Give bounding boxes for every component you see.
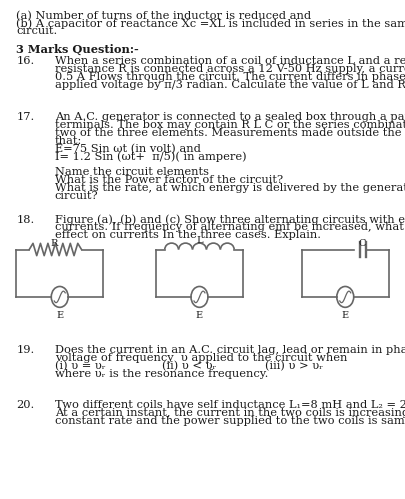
Text: voltage of frequency  υ applied to the circuit when: voltage of frequency υ applied to the ci… (55, 353, 347, 363)
Text: Two different coils have self inductance L₁=8 mH and L₂ = 2 mH.: Two different coils have self inductance… (55, 400, 405, 410)
Text: two of the three elements. Measurements made outside the box reveal: two of the three elements. Measurements … (55, 128, 405, 138)
Text: At a certain instant, the current in the two coils is increasing at the same: At a certain instant, the current in the… (55, 408, 405, 418)
Text: Name the circuit elements: Name the circuit elements (55, 168, 209, 178)
Text: 0.5 A Flows through the circuit. The current differs in phase from: 0.5 A Flows through the circuit. The cur… (55, 72, 405, 82)
Text: Does the current in an A.C. circuit lag, lead or remain in phase with the: Does the current in an A.C. circuit lag,… (55, 345, 405, 355)
Text: 20.: 20. (16, 400, 34, 410)
Text: L: L (196, 236, 203, 245)
Text: E: E (56, 311, 63, 320)
Text: 16.: 16. (16, 56, 34, 66)
Text: circuit.: circuit. (16, 26, 58, 36)
Text: E: E (196, 311, 203, 320)
Text: What is the rate, at which energy is delivered by the generator to the: What is the rate, at which energy is del… (55, 183, 405, 193)
Text: An A.C. generator is connected to a sealed box through a pair of: An A.C. generator is connected to a seal… (55, 112, 405, 122)
Text: constant rate and the power supplied to the two coils is same. Find the: constant rate and the power supplied to … (55, 416, 405, 426)
Text: 3 Marks Question:-: 3 Marks Question:- (16, 44, 139, 55)
Text: 19.: 19. (16, 345, 34, 355)
Text: What is the Power factor of the circuit?: What is the Power factor of the circuit? (55, 175, 283, 185)
Text: R: R (51, 239, 58, 248)
Text: When a series combination of a coil of inductance L and a resistor of: When a series combination of a coil of i… (55, 56, 405, 66)
Text: E=75 Sin ωt (in volt) and: E=75 Sin ωt (in volt) and (55, 144, 200, 154)
Text: I= 1.2 Sin (ωt+  π/5)( in ampere): I= 1.2 Sin (ωt+ π/5)( in ampere) (55, 152, 246, 162)
Text: 17.: 17. (16, 112, 34, 122)
Text: Figure (a), (b) and (c) Show three alternating circuits with equal: Figure (a), (b) and (c) Show three alter… (55, 215, 405, 225)
Text: C: C (359, 239, 367, 248)
Text: (b) A capacitor of reactance Xc =XL is included in series in the same: (b) A capacitor of reactance Xc =XL is i… (16, 18, 405, 29)
Text: (ii) υ < υᵣ: (ii) υ < υᵣ (162, 361, 217, 371)
Text: (a) Number of turns of the inductor is reduced and: (a) Number of turns of the inductor is r… (16, 11, 311, 21)
Text: currents. If frequency of alternating emf be increased, what will be the: currents. If frequency of alternating em… (55, 223, 405, 233)
Text: that:: that: (55, 136, 82, 146)
Text: circuit?: circuit? (55, 191, 98, 201)
Text: 18.: 18. (16, 215, 34, 225)
Text: effect on currents In the three cases. Explain.: effect on currents In the three cases. E… (55, 231, 321, 241)
Text: applied voltage by π/3 radian. Calculate the value of L and R.: applied voltage by π/3 radian. Calculate… (55, 79, 405, 89)
Text: resistance R is connected across a 12 V-50 Hz supply, a current of: resistance R is connected across a 12 V-… (55, 64, 405, 74)
Text: (i) υ = υᵣ: (i) υ = υᵣ (55, 361, 105, 371)
Text: terminals. The box may contain R L C or the series combination of any: terminals. The box may contain R L C or … (55, 120, 405, 130)
Text: (iii) υ > υᵣ: (iii) υ > υᵣ (265, 361, 324, 371)
Text: where υᵣ is the resonance frequency.: where υᵣ is the resonance frequency. (55, 369, 268, 379)
Text: E: E (342, 311, 349, 320)
